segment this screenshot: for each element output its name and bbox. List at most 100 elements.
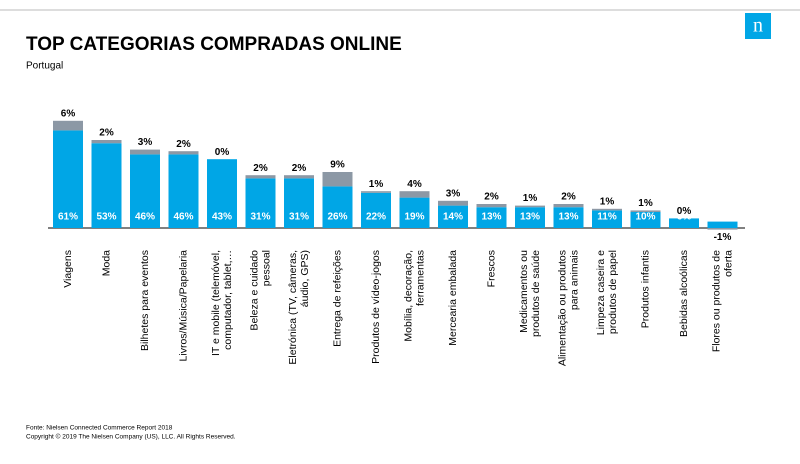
value-label: 3% [446,188,461,199]
x-tick-label-line: Mercearia embalada [447,250,459,346]
copyright-note: Copyright © 2019 The Nielsen Company (US… [26,433,236,441]
x-tick-label: Bebidas alcoólicas [678,250,690,337]
chart-subtitle: Portugal [26,61,63,72]
value-label: 3% [138,137,153,148]
bar-segment [322,186,353,228]
x-tick-label-line: Produtos infantis [639,250,651,328]
bar-segment [515,207,545,228]
bar-segment [361,192,391,228]
value-label: 13% [558,212,578,223]
bar-segment [207,159,237,228]
value-label: 2% [253,163,268,174]
x-tick-label: IT e mobile (telemóvel,computador, table… [210,250,234,356]
x-tick-label-line: produtos de saúde [530,250,542,337]
x-tick-label-line: computador, tablet,… [222,250,234,350]
bar-segment [245,175,276,179]
value-label: 4% [715,212,730,223]
bar-segment [669,218,699,228]
value-label: 4% [407,179,422,190]
value-label: -1% [714,232,732,243]
x-tick-label-line: Flores ou produtos de [711,250,723,352]
value-label: 22% [366,212,386,223]
value-label: 1% [369,179,384,190]
x-tick-label-line: oferta [722,250,734,277]
bar-segment [53,130,83,228]
bar-segment [399,191,430,198]
x-tick-label-line: produtos de papel [607,250,619,334]
x-tick-label: Entrega de refeições [331,250,343,347]
x-tick-label: Produtos de vídeo-jogos [370,250,382,364]
x-tick-label-line: Viagens [62,250,74,288]
x-tick-label-line: Produtos de vídeo-jogos [370,250,382,364]
value-label: 1% [523,193,538,204]
x-tick-label: Frescos [485,250,497,287]
x-tick-label: Alimentação ou produtospara animais [557,250,581,366]
value-label: 1% [600,196,615,207]
x-tick-label: Produtos infantis [639,250,651,328]
bar-segment [630,210,661,212]
bar-segment [707,228,738,230]
value-label: 6% [677,212,692,223]
value-label: 13% [481,212,501,223]
x-tick-label-line: para animais [568,250,580,310]
bar-segment [245,178,276,228]
source-note: Fonte: Nielsen Connected Commerce Report… [26,425,173,432]
x-tick-label-line: IT e mobile (telemóvel, [210,250,222,356]
x-tick-label-line: pessoal [260,250,272,286]
chart-title: TOP CATEGORIAS COMPRADAS ONLINE [26,34,402,55]
bar-segment [284,175,314,179]
value-label: 2% [484,192,499,203]
value-label: 13% [520,212,540,223]
x-tick-label: Medicamentos ouprodutos de saúde [518,250,542,337]
bar-segment [553,204,584,208]
bar-segment [438,200,468,206]
value-label: 31% [250,212,270,223]
x-tick-label-line: Mobília, decoração, [403,250,415,342]
x-tick-label: Moda [100,250,112,276]
x-tick-label-line: Entrega de refeições [331,250,343,347]
bar-segment [130,149,160,155]
bar-segment [130,154,160,228]
bar-segment [630,212,661,228]
x-tick-label-line: Bebidas alcoólicas [678,250,690,337]
x-tick-label: Bilhetes para eventos [139,250,151,351]
x-tick-label: Mobília, decoração,ferramentas [403,250,427,342]
value-label: 2% [561,192,576,203]
logo-box [745,13,771,39]
bar-segment [284,178,314,228]
x-tick-label: Mercearia embalada [447,250,459,346]
value-label: 19% [404,212,424,223]
x-tick-label-line: áudio, GPS) [299,250,311,307]
value-label: 2% [176,139,191,150]
value-label: 26% [327,212,347,223]
bar-segment [476,207,507,228]
value-label: 9% [330,160,345,171]
value-label: 2% [99,128,114,139]
x-tick-label-line: Beleza e cuidado [249,250,261,331]
value-label: 46% [135,212,155,223]
logo: n [753,15,763,37]
bar-segment [91,143,122,228]
bar-segment [515,205,545,208]
x-tick-label-line: Eletrónica (TV, câmeras, [287,250,299,365]
value-label: 0% [215,147,230,158]
bar-segment [553,207,584,228]
value-label: 1% [638,198,653,209]
x-tick-label-line: Limpeza caseira e [595,250,607,335]
x-tick-label-line: Frescos [485,250,497,287]
x-tick-label: Flores ou produtos deoferta [711,250,735,352]
value-label: 43% [212,212,232,223]
x-tick-label-line: Bilhetes para eventos [139,250,151,351]
bar-segment [361,191,391,193]
x-tick-label-line: Livros/Música/Papelaria [177,250,189,362]
value-label: 0% [677,206,692,217]
value-label: 61% [58,212,78,223]
bar-segment [707,221,738,228]
bar-segment [91,140,122,144]
bar-segment [592,208,622,211]
value-label: 31% [289,212,309,223]
value-label: 11% [597,212,617,223]
bar-segment [592,210,622,228]
x-tick-label: Livros/Música/Papelaria [177,250,189,362]
bar-segment [168,151,199,155]
